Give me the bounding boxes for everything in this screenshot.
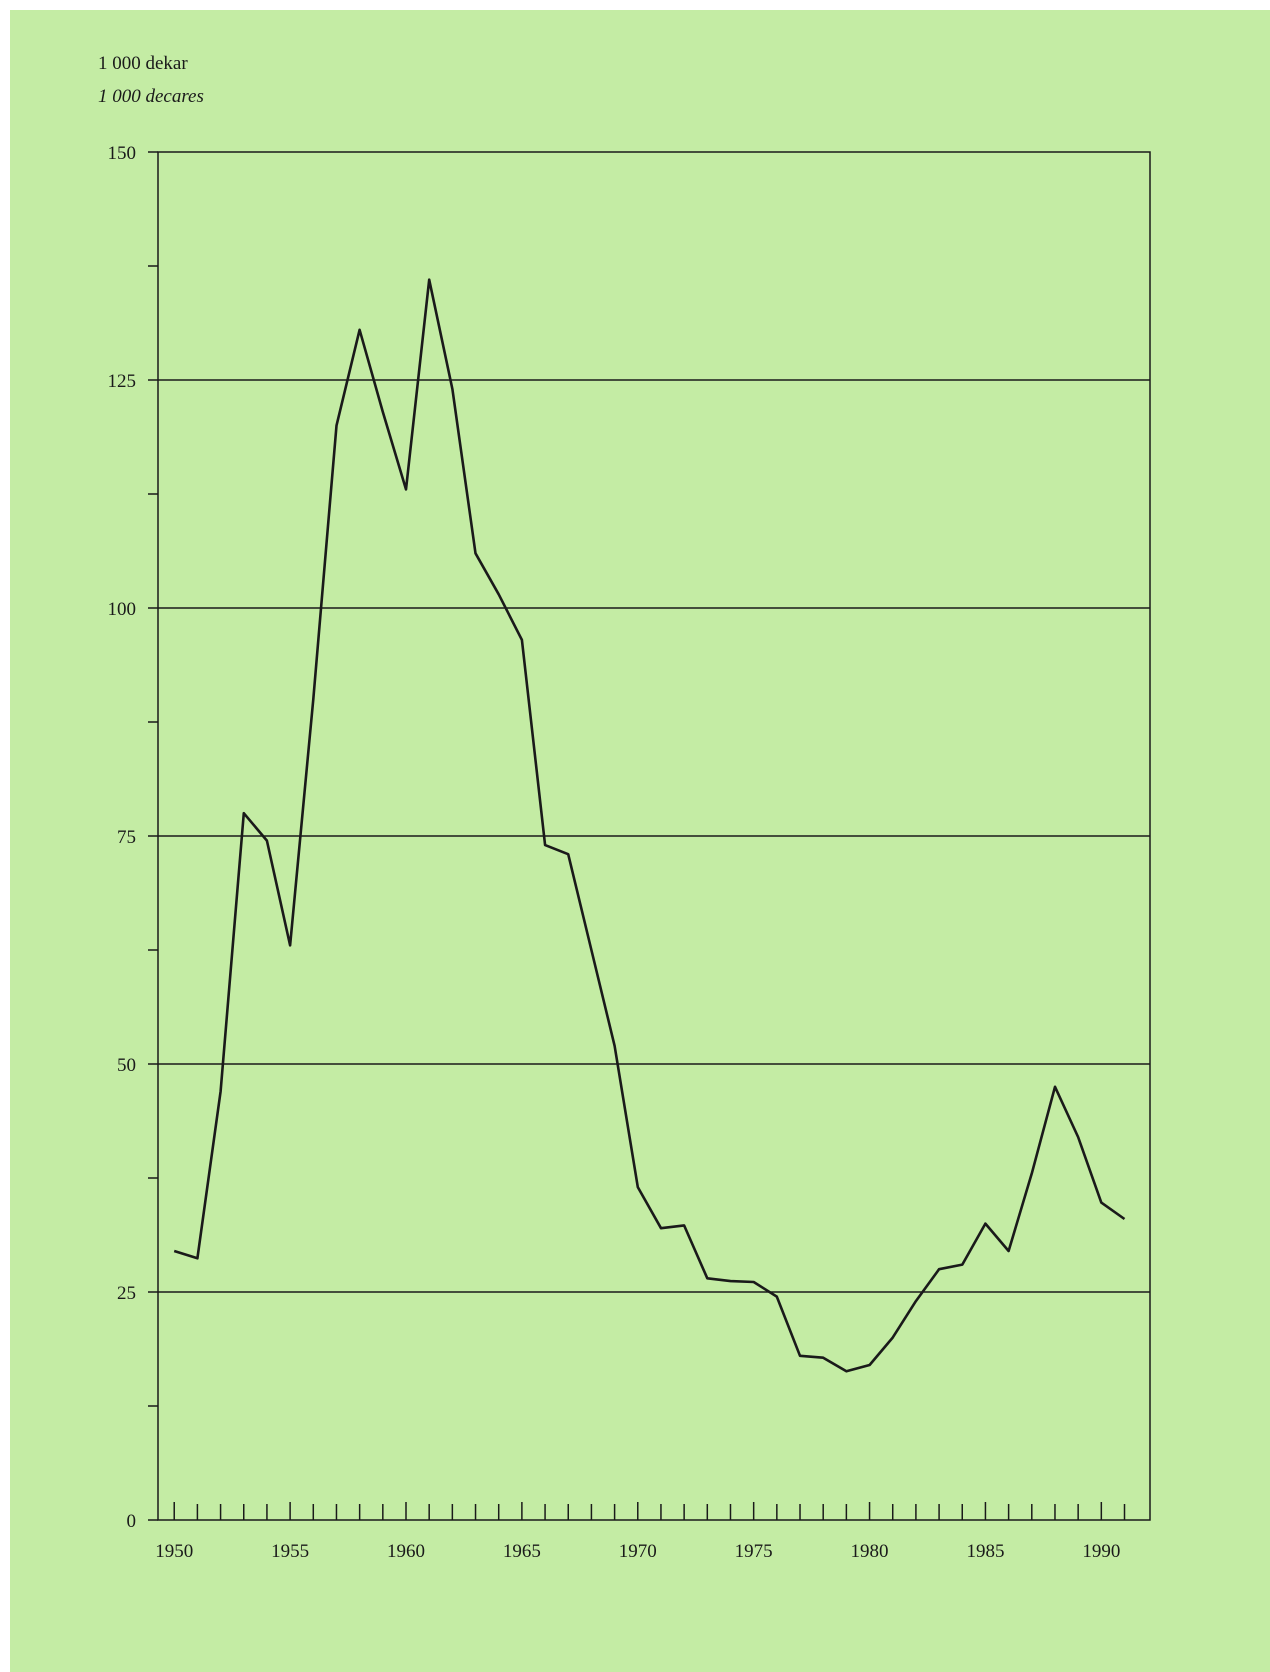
x-tick-label: 1980 — [851, 1541, 889, 1562]
x-tick-label: 1965 — [503, 1541, 541, 1562]
y-tick-label: 0 — [127, 1511, 137, 1532]
gridlines — [158, 379, 1150, 1293]
x-tick-label: 1970 — [619, 1541, 657, 1562]
y-tick-label: 75 — [117, 827, 136, 848]
y-unit-label-english: 1 000 decares — [98, 86, 204, 107]
x-tick-label: 1975 — [735, 1541, 773, 1562]
x-axis: 1950 1955 1960 1965 1970 1975 1980 1985 1990 — [155, 1502, 1126, 1562]
y-tick-label: 125 — [108, 371, 137, 392]
chart-panel — [10, 10, 1270, 1672]
x-tick-label: 1990 — [1082, 1541, 1120, 1562]
x-tick-label: 1955 — [271, 1541, 309, 1562]
y-unit-label: 1 000 dekar — [98, 53, 188, 74]
y-tick-label: 25 — [117, 1283, 136, 1304]
x-tick-label: 1950 — [155, 1541, 193, 1562]
x-tick-label: 1985 — [966, 1541, 1004, 1562]
x-tick-label: 1960 — [387, 1541, 425, 1562]
y-tick-label: 100 — [108, 599, 137, 620]
series-line — [173, 278, 1126, 1373]
y-axis: 0 25 50 75 100 125 150 — [108, 143, 158, 1532]
y-tick-label: 50 — [117, 1055, 136, 1076]
y-tick-label: 150 — [108, 143, 137, 164]
